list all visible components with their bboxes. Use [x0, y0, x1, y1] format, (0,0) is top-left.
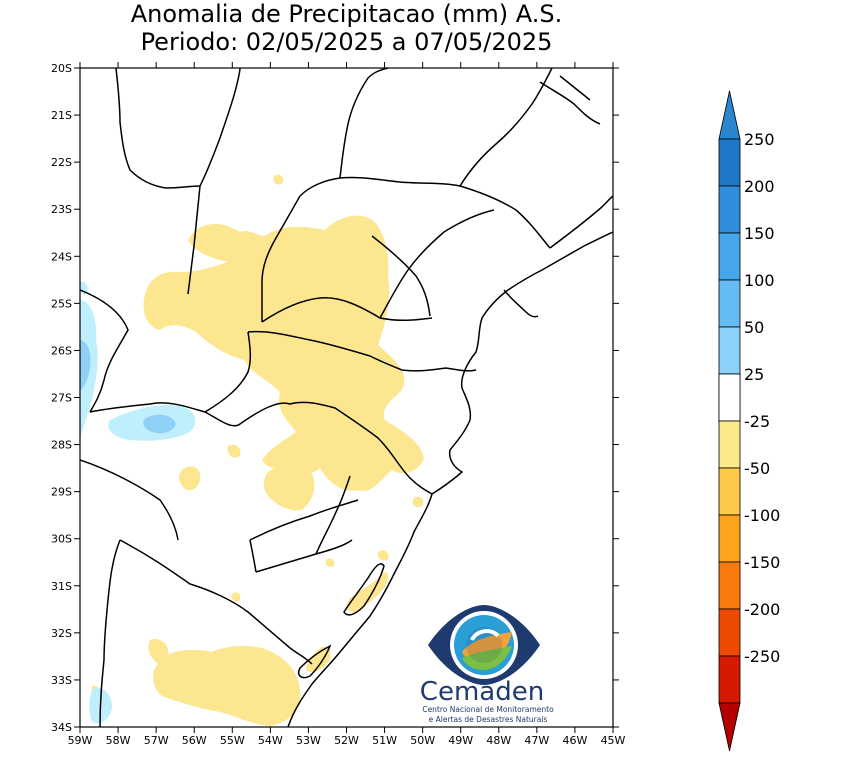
anomaly-fields	[80, 68, 613, 727]
lon-label: 52W	[334, 734, 359, 747]
lat-label: 24S	[51, 250, 72, 263]
lat-label: 27S	[51, 392, 72, 405]
logo-subtitle-1: Centro Nacional de Monitoramento	[422, 705, 554, 714]
colorbar-label: 50	[744, 318, 764, 337]
dry-anomaly-areas	[91, 174, 425, 726]
lat-label: 34S	[51, 721, 72, 734]
map-period: Periodo: 02/05/2025 a 07/05/2025	[140, 28, 553, 56]
colorbar-swatch	[718, 514, 741, 563]
lon-label: 50W	[410, 734, 435, 747]
lon-label: 58W	[106, 734, 131, 747]
colorbar: 250 200 150 100 50 25 -25 -50 -100 -150 -200 -250	[718, 90, 780, 752]
logo-name: Cemaden	[420, 677, 544, 707]
cemaden-logo: Cemaden Centro Nacional de Monitoramento…	[420, 605, 554, 724]
lat-label: 31S	[51, 580, 72, 593]
colorbar-label: -150	[744, 553, 780, 572]
lon-label: 49W	[448, 734, 473, 747]
lon-label: 54W	[258, 734, 283, 747]
colorbar-label: -200	[744, 600, 780, 619]
lat-label: 30S	[51, 533, 72, 546]
lat-label: 25S	[51, 297, 72, 310]
lon-label: 45W	[601, 734, 626, 747]
lon-label: 53W	[296, 734, 321, 747]
wet-anomaly-areas	[80, 281, 196, 724]
lat-label: 26S	[51, 344, 72, 357]
colorbar-swatch	[718, 561, 741, 610]
lat-label: 28S	[51, 439, 72, 452]
lon-label: 56W	[182, 734, 207, 747]
latitude-ticks: 20S 21S 22S 23S 24S 25S 26S 27S 28S 29S 30S 31S 32S 3…	[51, 62, 619, 734]
colorbar-swatch	[718, 608, 741, 657]
colorbar-top-cap	[718, 90, 741, 140]
colorbar-label: -250	[744, 647, 780, 666]
colorbar-swatch	[718, 185, 741, 234]
colorbar-label: -25	[744, 412, 770, 431]
lon-label: 47W	[524, 734, 549, 747]
colorbar-swatch	[718, 232, 741, 281]
lat-label: 32S	[51, 627, 72, 640]
colorbar-swatch-neutral	[718, 373, 741, 422]
map-title: Anomalia de Precipitacao (mm) A.S.	[130, 0, 563, 28]
lon-label: 51W	[372, 734, 397, 747]
colorbar-bottom-cap	[718, 702, 741, 752]
colorbar-label: -50	[744, 459, 770, 478]
lon-label: 46W	[562, 734, 587, 747]
lon-label: 59W	[68, 734, 93, 747]
lon-label: 48W	[486, 734, 511, 747]
colorbar-label: 150	[744, 224, 775, 243]
eye-icon	[428, 605, 540, 685]
logo-subtitle-2: e Alertas de Desastres Naturais	[429, 715, 548, 724]
boundaries	[80, 68, 613, 727]
colorbar-swatch	[718, 326, 741, 375]
colorbar-swatch	[718, 138, 741, 187]
lon-label: 57W	[144, 734, 169, 747]
lat-label: 21S	[51, 109, 72, 122]
colorbar-swatch	[718, 420, 741, 469]
lat-label: 20S	[51, 62, 72, 75]
colorbar-swatch	[718, 467, 741, 516]
lon-label: 55W	[220, 734, 245, 747]
lat-label: 33S	[51, 674, 72, 687]
colorbar-label: 25	[744, 365, 764, 384]
colorbar-swatch	[718, 279, 741, 328]
lat-label: 22S	[51, 156, 72, 169]
colorbar-label: 250	[744, 130, 775, 149]
longitude-ticks: 59W 58W 57W 56W 55W 54W 53W 52W 51W 50W 49W 48W 47W 4…	[68, 62, 626, 747]
colorbar-label: -100	[744, 506, 780, 525]
lat-label: 23S	[51, 203, 72, 216]
lat-label: 29S	[51, 486, 72, 499]
colorbar-swatch	[718, 655, 741, 704]
colorbar-label: 200	[744, 177, 775, 196]
colorbar-label: 100	[744, 271, 775, 290]
